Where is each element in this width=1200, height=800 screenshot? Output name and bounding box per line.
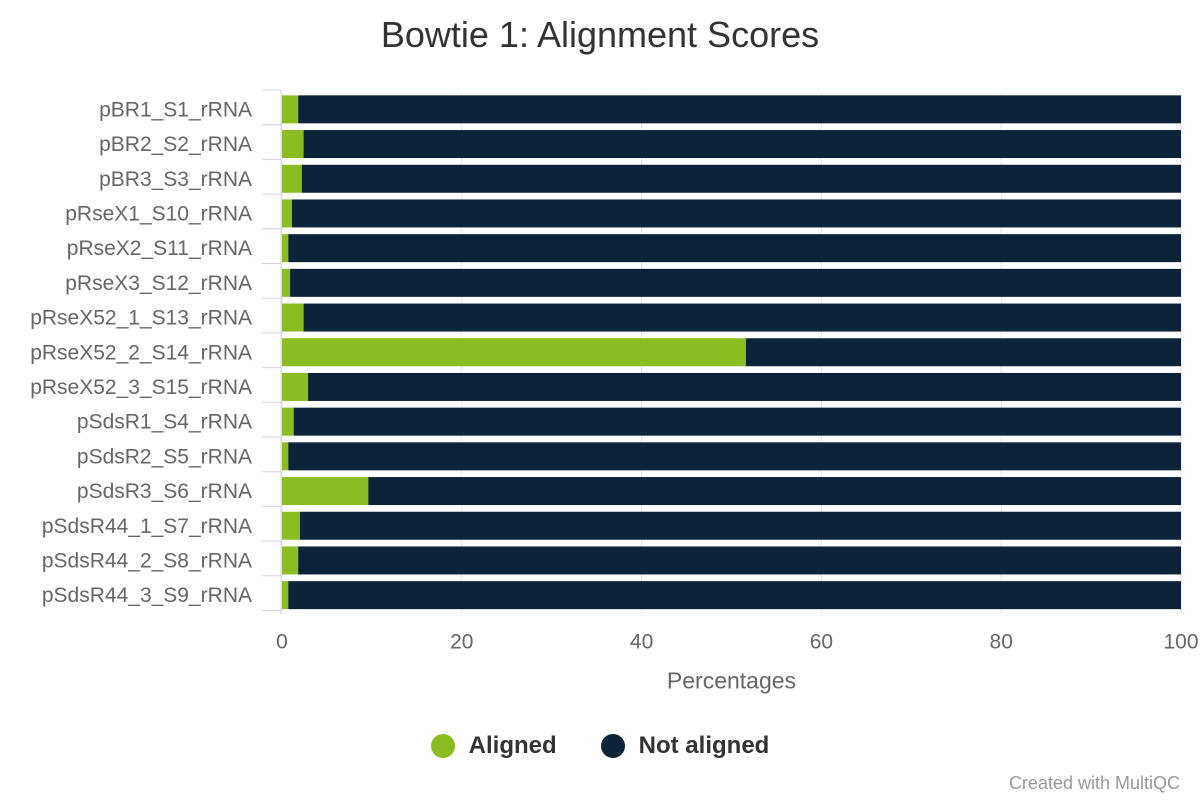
bar-not-aligned[interactable]	[293, 407, 1181, 436]
chart-title: Bowtie 1: Alignment Scores	[380, 14, 820, 55]
category-label: pBR3_S3_rRNA	[99, 168, 252, 191]
bar-aligned[interactable]	[282, 268, 291, 297]
bar-not-aligned[interactable]	[299, 511, 1182, 540]
legend-item-not-aligned[interactable]: Not aligned	[600, 732, 770, 760]
legend: Aligned Not aligned	[0, 732, 1200, 760]
bar-aligned[interactable]	[282, 130, 304, 159]
bar-not-aligned[interactable]	[288, 234, 1182, 263]
legend-swatch-aligned	[430, 734, 455, 758]
category-label: pRseX3_S12_rRNA	[65, 272, 252, 295]
bar-not-aligned[interactable]	[288, 581, 1182, 610]
x-tick-label: 100	[1163, 631, 1198, 654]
legend-item-aligned[interactable]: Aligned	[430, 732, 557, 760]
bar-aligned[interactable]	[282, 407, 294, 436]
bar-aligned[interactable]	[282, 234, 289, 263]
credits-link[interactable]: Created with MultiQC	[1008, 773, 1180, 793]
category-label: pBR2_S2_rRNA	[99, 133, 252, 156]
category-label: pRseX1_S10_rRNA	[65, 202, 252, 225]
bar-aligned[interactable]	[282, 581, 289, 610]
category-label: pBR1_S1_rRNA	[99, 98, 252, 121]
bar-aligned[interactable]	[282, 303, 304, 332]
category-label: pRseX52_2_S14_rRNA	[30, 341, 252, 364]
labels: 0 20 40 60 80 100 pBR1_S1_rRNA pBR2_S2_rRNA pBR3…	[30, 98, 1198, 693]
bar-not-aligned[interactable]	[290, 268, 1181, 297]
legend-label-aligned: Aligned	[468, 732, 557, 759]
bar-aligned[interactable]	[282, 199, 292, 228]
x-tick-label: 60	[810, 631, 833, 654]
bar-aligned[interactable]	[282, 338, 746, 367]
x-tick-label: 0	[276, 631, 288, 654]
category-label: pRseX52_3_S15_rRNA	[30, 376, 252, 399]
category-label: pSdsR2_S5_rRNA	[77, 445, 252, 468]
category-label: pSdsR44_3_S9_rRNA	[42, 584, 252, 607]
bar-not-aligned[interactable]	[308, 372, 1181, 401]
bar-not-aligned[interactable]	[745, 338, 1181, 367]
bar-aligned[interactable]	[282, 372, 309, 401]
bar-not-aligned[interactable]	[288, 442, 1182, 471]
x-tick-label: 80	[990, 631, 1013, 654]
bar-not-aligned[interactable]	[291, 199, 1181, 228]
bar-aligned[interactable]	[282, 442, 289, 471]
bar-aligned[interactable]	[282, 546, 299, 575]
bar-not-aligned[interactable]	[298, 546, 1181, 575]
category-label: pSdsR44_1_S7_rRNA	[42, 515, 252, 538]
legend-swatch-not-aligned	[600, 734, 625, 758]
category-label: pSdsR44_2_S8_rRNA	[42, 549, 252, 572]
category-label: pRseX2_S11_rRNA	[67, 237, 252, 260]
bar-not-aligned[interactable]	[303, 130, 1181, 159]
bar-not-aligned[interactable]	[303, 303, 1181, 332]
bars	[282, 95, 1182, 610]
bar-not-aligned[interactable]	[298, 95, 1181, 124]
category-label: pSdsR3_S6_rRNA	[77, 480, 252, 503]
legend-label-not-aligned: Not aligned	[638, 732, 770, 759]
bar-aligned[interactable]	[282, 477, 369, 506]
bar-aligned[interactable]	[282, 511, 300, 540]
bar-aligned[interactable]	[282, 164, 302, 193]
x-tick-label: 20	[450, 631, 473, 654]
bar-not-aligned[interactable]	[368, 477, 1182, 506]
axes	[262, 89, 282, 615]
category-label: pRseX52_1_S13_rRNA	[30, 307, 252, 330]
category-label: pSdsR1_S4_rRNA	[77, 411, 252, 434]
x-axis-title: Percentages	[667, 668, 796, 694]
x-tick-label: 40	[630, 631, 653, 654]
bar-aligned[interactable]	[282, 95, 299, 124]
bar-not-aligned[interactable]	[301, 164, 1181, 193]
